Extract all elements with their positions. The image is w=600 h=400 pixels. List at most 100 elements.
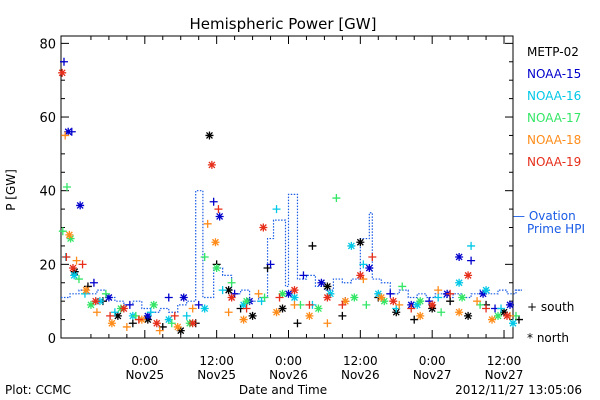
data-point-north — [326, 289, 335, 298]
legend-item-noaa-17: NOAA-17 — [527, 111, 581, 125]
legend-item-noaa-15: NOAA-15 — [527, 67, 581, 81]
data-point-north — [278, 304, 287, 313]
data-point-north — [119, 304, 128, 313]
data-point-north — [455, 278, 464, 287]
x-tick-label: 12:00 — [199, 354, 234, 368]
data-point-north — [314, 304, 323, 313]
data-point-north — [65, 230, 74, 239]
data-point-south — [61, 131, 70, 140]
data-point-south — [200, 252, 209, 261]
data-point-south — [305, 300, 314, 309]
data-point-south — [473, 297, 482, 306]
data-point-north — [104, 293, 113, 302]
legend-symbol-north: * north — [527, 331, 569, 345]
data-point-north — [188, 319, 197, 328]
legend: METP-02 NOAA-15 NOAA-16 NOAA-17 NOAA-18 NOAA-… — [513, 45, 585, 345]
x-tick-label: 0:00 — [131, 354, 158, 368]
data-point-south — [260, 293, 269, 302]
data-point-north — [323, 282, 332, 291]
data-point-south — [323, 319, 332, 328]
series-noaa-17 — [58, 183, 520, 328]
x-axis: 0:00Nov2512:00Nov250:00Nov2612:00Nov260:… — [90, 36, 523, 382]
data-point-south — [242, 304, 251, 313]
y-tick-label: 0 — [48, 332, 56, 347]
data-point-south — [362, 300, 371, 309]
data-point-north — [113, 311, 122, 320]
data-point-south — [72, 256, 81, 265]
data-point-north — [416, 297, 425, 306]
data-point-south — [101, 289, 110, 298]
data-point-north — [95, 297, 104, 306]
data-point-north — [341, 297, 350, 306]
data-point-south — [74, 275, 83, 284]
data-point-north — [503, 311, 512, 320]
data-point-north — [482, 286, 491, 295]
data-point-south — [308, 241, 317, 250]
data-point-south — [299, 271, 308, 280]
data-point-north — [259, 223, 268, 232]
x-tick-date-label: Nov26 — [269, 368, 308, 382]
data-point-north — [494, 311, 503, 320]
data-point-north — [70, 271, 79, 280]
data-point-north — [290, 293, 299, 302]
data-point-north — [215, 212, 224, 221]
data-point-north — [377, 293, 386, 302]
data-point-south — [437, 308, 446, 317]
data-point-south — [59, 57, 68, 66]
data-point-south — [407, 304, 416, 313]
data-point-north — [347, 241, 356, 250]
x-tick-date-label: Nov27 — [413, 368, 452, 382]
data-point-south — [398, 282, 407, 291]
data-point-north — [149, 300, 158, 309]
data-point-south — [214, 205, 223, 214]
x-tick-label: 0:00 — [419, 354, 446, 368]
data-point-north — [317, 278, 326, 287]
data-point-south — [146, 308, 155, 317]
data-point-north — [479, 289, 488, 298]
data-point-north — [506, 300, 515, 309]
data-point-south — [62, 252, 71, 261]
data-point-south — [128, 319, 137, 328]
data-point-south — [182, 311, 191, 320]
data-point-north — [455, 252, 464, 261]
data-point-south — [434, 286, 443, 295]
data-point-south — [368, 252, 377, 261]
data-point-north — [107, 319, 116, 328]
x-tick-label: 12:00 — [487, 354, 522, 368]
data-point-north — [323, 293, 332, 302]
data-point-south — [266, 260, 275, 269]
data-point-north — [458, 293, 467, 302]
data-point-south — [254, 289, 263, 298]
legend-item-noaa-18: NOAA-18 — [527, 133, 581, 147]
legend-item-ovation-line2: Prime HPI — [527, 222, 585, 236]
x-tick-date-label: Nov25 — [125, 368, 164, 382]
data-point-north — [173, 322, 182, 331]
data-point-north — [464, 311, 473, 320]
data-point-south — [122, 322, 131, 331]
data-point-north — [224, 286, 233, 295]
data-point-south — [272, 205, 281, 214]
data-point-south — [106, 311, 115, 320]
data-point-north — [272, 308, 281, 317]
data-point-north — [176, 326, 185, 335]
x-tick-date-label: Nov25 — [197, 368, 236, 382]
data-point-north — [91, 297, 100, 306]
legend-item-noaa-16: NOAA-16 — [527, 89, 581, 103]
data-point-south — [58, 227, 67, 236]
data-point-north — [380, 297, 389, 306]
data-point-north — [374, 289, 383, 298]
data-point-south — [386, 289, 395, 298]
data-point-north — [248, 311, 257, 320]
data-points — [58, 57, 523, 335]
x-tick-label: 12:00 — [343, 354, 378, 368]
data-point-north — [389, 297, 398, 306]
data-point-south — [62, 183, 71, 191]
plot-area — [60, 35, 514, 339]
data-point-north — [284, 289, 293, 298]
data-point-north — [509, 319, 517, 328]
data-point-south — [434, 293, 443, 302]
data-point-north — [143, 311, 152, 320]
data-point-north — [239, 315, 248, 324]
data-point-north — [290, 286, 299, 295]
x-tick-label: 0:00 — [275, 354, 302, 368]
